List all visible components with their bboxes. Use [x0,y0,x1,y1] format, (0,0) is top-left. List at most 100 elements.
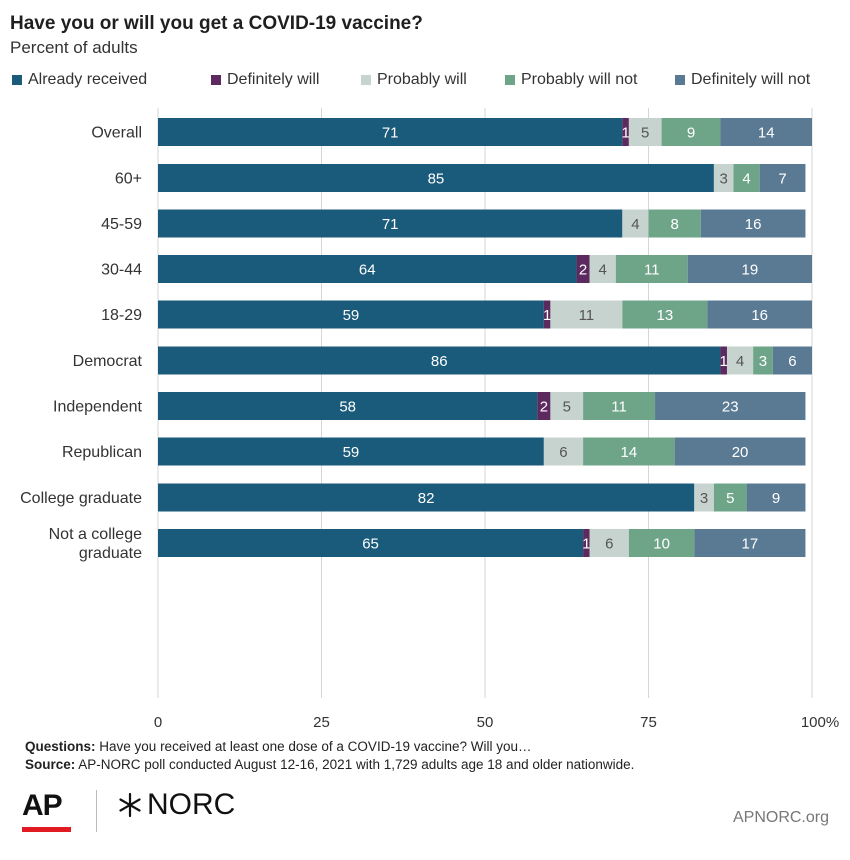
bar-segment [759,164,806,192]
x-tick-label: 75 [640,714,657,731]
bar-segment [687,255,812,283]
source-note: Source: AP-NORC poll conducted August 12… [25,756,634,774]
data-label: 65 [362,536,379,553]
bar-segment [550,300,623,329]
bar-segment [158,529,584,557]
data-label: 59 [343,444,360,461]
bar-segment [628,118,662,146]
bar-segment [674,437,806,466]
bar-segment [589,529,629,557]
bar-segment [700,209,806,238]
data-label: 4 [631,216,639,233]
source-label: Source: [25,757,76,772]
category-label: 45-59 [101,216,142,233]
data-label: 58 [339,399,356,416]
chart-subtitle: Percent of adults [10,38,138,57]
bar-segment [550,392,584,420]
data-label: 3 [759,353,767,370]
category-label: 60+ [115,171,142,188]
data-label: 59 [343,307,360,324]
bar-segment [158,300,544,329]
bar-segment [543,437,584,466]
category-label: Independent [53,399,143,416]
bar-segment [772,346,812,375]
legend-label: Definitely will not [691,71,811,88]
questions-text: Have you received at least one dose of a… [99,739,532,754]
bar-segment [158,164,714,192]
data-label: 16 [751,307,768,324]
data-label: 1 [720,353,728,370]
bar-segment [726,346,754,375]
legend: Already received Definitely will Probabl… [12,71,842,91]
legend-swatch [12,75,22,85]
bar-segment [158,483,695,512]
questions-label: Questions: [25,739,96,754]
norc-logo: NORC [117,788,235,822]
category-label: graduate [79,545,142,562]
legend-swatch [675,75,685,85]
bar-segment [655,392,806,420]
data-label: 71 [382,125,399,142]
bar-segment [583,437,675,466]
norc-logo-text: NORC [147,788,236,821]
bar-segment [720,118,812,146]
data-label: 9 [687,125,695,142]
bar-segment [661,118,721,146]
category-label: Republican [62,444,142,461]
ap-logo-underline [22,827,71,832]
data-label: 4 [736,353,744,370]
legend-item-already-received: Already received [12,71,147,89]
bar-segment [615,255,688,283]
data-label: 14 [621,444,638,461]
data-label: 17 [742,536,759,553]
source-text: AP-NORC poll conducted August 12-16, 202… [78,757,635,772]
bar-segment [158,346,721,375]
legend-label: Probably will [377,71,467,88]
site-url: APNORC.org [732,809,829,826]
bar-segment [720,346,727,375]
data-label: 2 [540,399,548,416]
bar-segment [537,392,551,420]
data-label: 1 [621,125,629,142]
x-tick-label: 25 [313,714,330,731]
bar-segment [694,483,714,512]
data-label: 6 [559,444,567,461]
data-label: 14 [758,125,775,142]
data-label: 16 [745,216,762,233]
data-label: 10 [653,536,670,553]
data-label: 82 [418,490,435,507]
bar-segment [589,255,616,283]
legend-swatch [505,75,515,85]
legend-label: Definitely will [227,71,320,88]
legend-item-definitely-will-not: Definitely will not [675,71,810,89]
data-label: 6 [605,536,613,553]
data-label: 3 [720,171,728,188]
legend-label: Probably will not [521,71,638,88]
bar-segment [694,529,806,557]
bar-segment [707,300,812,329]
category-label: College graduate [20,490,142,507]
bar-segment [622,209,649,238]
data-label: 85 [428,171,445,188]
data-label: 2 [579,262,587,279]
x-tick-label: 0 [154,714,162,731]
bar-segment [158,209,623,238]
data-label: 1 [582,536,590,553]
bar-segment [158,255,577,283]
category-label: 30-44 [101,262,142,279]
ap-logo: AP [22,789,63,822]
norc-star-icon [119,792,141,818]
bar-segment [583,392,656,420]
data-label: 6 [788,353,796,370]
data-label: 4 [599,262,607,279]
logo-divider [96,790,97,832]
data-label: 13 [657,307,674,324]
category-label: 18-29 [101,307,142,324]
data-label: 1 [543,307,551,324]
data-label: 20 [732,444,749,461]
x-tick-label: 50 [477,714,494,731]
data-label: 5 [563,399,571,416]
data-label: 5 [641,125,649,142]
data-label: 5 [726,490,734,507]
